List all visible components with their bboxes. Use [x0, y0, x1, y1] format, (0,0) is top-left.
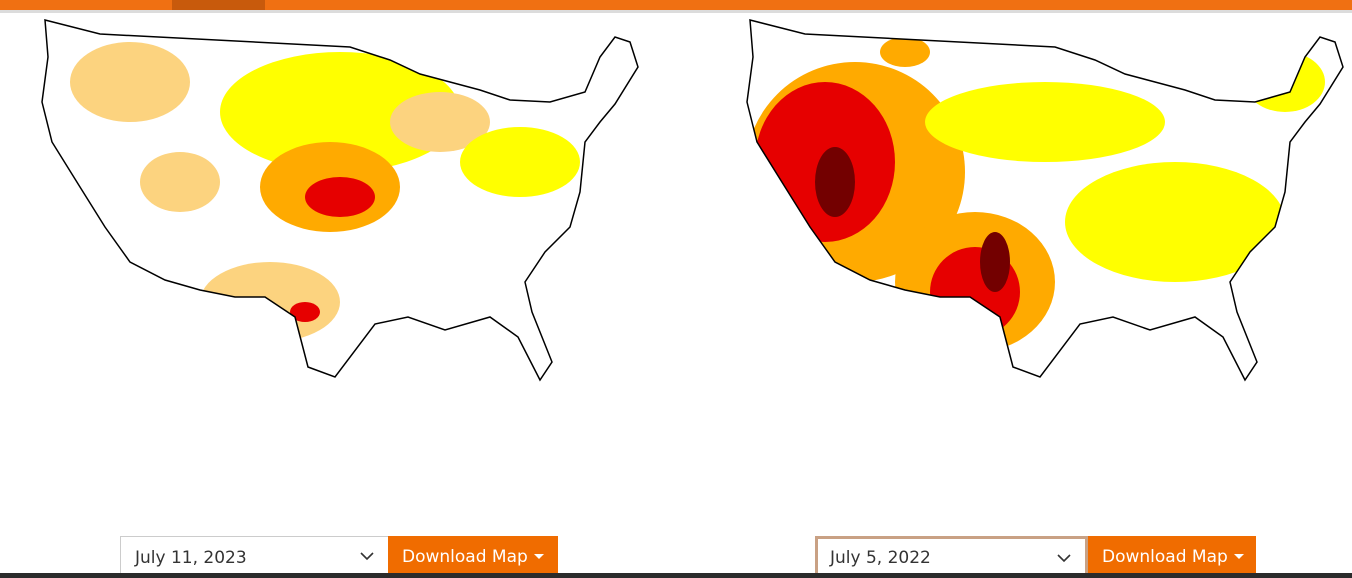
- bottom-bar: [0, 573, 1352, 578]
- download-button[interactable]: Download Map: [388, 536, 558, 578]
- caret: [1233, 554, 1244, 559]
- chevron: [360, 552, 374, 561]
- date-select[interactable]: July 11, 2023: [120, 536, 388, 578]
- drought-map-2022: [746, 19, 1344, 381]
- button-text: Download Map: [1102, 547, 1228, 567]
- drought-map-2023: [41, 19, 639, 381]
- chevron: [1057, 554, 1071, 563]
- active-tab: [172, 0, 265, 10]
- caret: [533, 554, 544, 559]
- nav-shadow: [0, 10, 1352, 13]
- top-nav-bar: [0, 0, 1352, 13]
- download-button[interactable]: Download Map: [1088, 536, 1256, 578]
- date-select[interactable]: July 5, 2022: [815, 536, 1088, 578]
- date-text: July 11, 2023: [135, 548, 247, 568]
- date-text: July 5, 2022: [830, 548, 931, 568]
- button-text: Download Map: [402, 547, 528, 567]
